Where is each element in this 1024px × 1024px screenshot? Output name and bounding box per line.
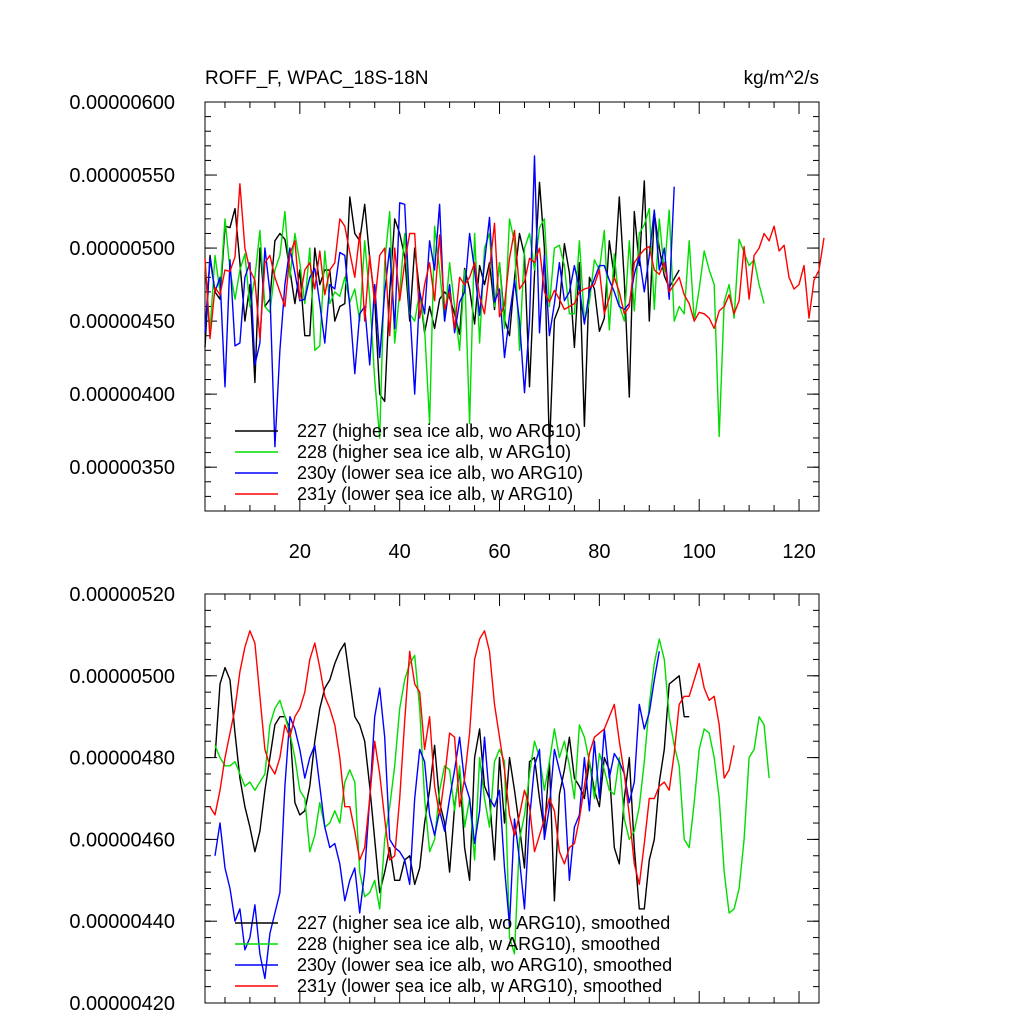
x-tick-label: 40 xyxy=(389,541,411,563)
series-line-227 xyxy=(214,642,690,910)
legend-label: 228 (higher sea ice alb, w ARG10), smoot… xyxy=(297,934,660,954)
bottom-legend: 227 (higher sea ice alb, wo ARG10), smoo… xyxy=(235,913,672,996)
top-chart-title: ROFF_F, WPAC_18S-18N xyxy=(205,68,428,89)
series-line-231y xyxy=(209,630,735,886)
legend-label: 227 (higher sea ice alb, wo ARG10), smoo… xyxy=(297,913,670,933)
x-tick-label: 100 xyxy=(683,541,716,563)
bottom-plot-frame xyxy=(204,593,820,1004)
y-tick-label: 0.00000500 xyxy=(69,238,175,260)
series-line-228 xyxy=(214,638,770,955)
y-tick-label: 0.00000520 xyxy=(69,584,175,606)
series-line-230y xyxy=(214,651,660,980)
y-tick-label: 0.00000550 xyxy=(69,165,175,187)
legend-label: 228 (higher sea ice alb, w ARG10) xyxy=(297,442,571,462)
y-tick-label: 0.00000400 xyxy=(69,384,175,406)
y-tick-label: 0.00000500 xyxy=(69,666,175,688)
top-chart-units: kg/m^2/s xyxy=(744,68,819,89)
y-tick-label: 0.00000350 xyxy=(69,457,175,479)
legend-label: 231y (lower sea ice alb, w ARG10) xyxy=(297,484,573,504)
series-line-230y xyxy=(204,155,675,448)
x-tick-label: 120 xyxy=(782,541,815,563)
series-line-228 xyxy=(204,207,765,439)
y-tick-label: 0.00000600 xyxy=(69,92,175,114)
legend-label: 230y (lower sea ice alb, wo ARG10), smoo… xyxy=(297,955,672,975)
series-line-231y xyxy=(204,183,825,340)
y-tick-label: 0.00000420 xyxy=(69,993,175,1015)
y-tick-label: 0.00000450 xyxy=(69,311,175,333)
legend-label: 231y (lower sea ice alb, w ARG10), smoot… xyxy=(297,976,662,996)
y-tick-label: 0.00000480 xyxy=(69,748,175,770)
y-tick-label: 0.00000460 xyxy=(69,829,175,851)
x-tick-label: 20 xyxy=(289,541,311,563)
x-tick-label: 80 xyxy=(588,541,610,563)
y-tick-label: 0.00000440 xyxy=(69,911,175,933)
legend-label: 230y (lower sea ice alb, wo ARG10) xyxy=(297,463,583,483)
legend-label: 227 (higher sea ice alb, wo ARG10) xyxy=(297,421,581,441)
x-tick-label: 60 xyxy=(488,541,510,563)
top-legend: 227 (higher sea ice alb, wo ARG10)228 (h… xyxy=(235,421,583,504)
